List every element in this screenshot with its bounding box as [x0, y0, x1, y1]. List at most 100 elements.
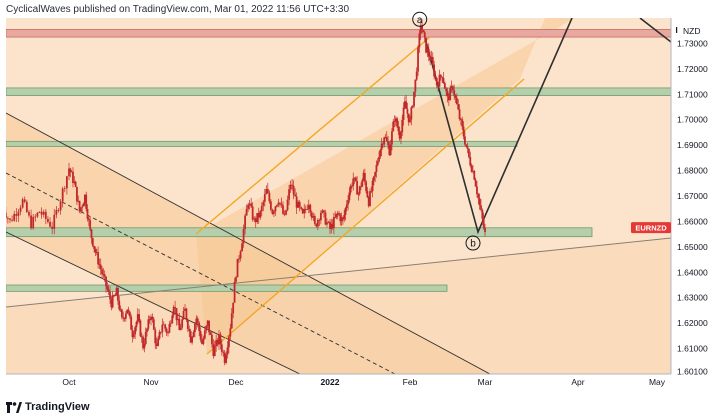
candle-body [274, 206, 277, 212]
candle-body [126, 309, 129, 314]
candle-body [233, 281, 236, 303]
candle-body [409, 119, 411, 123]
x-tick-label: Oct [62, 377, 76, 387]
candle-body [136, 314, 139, 322]
candle-body [401, 119, 404, 133]
candle-body [148, 319, 151, 321]
candle-body [201, 339, 203, 344]
candle-body [421, 25, 423, 31]
candle-body [288, 189, 290, 200]
candle-body [417, 47, 419, 72]
candle-body [174, 306, 176, 309]
candle-body [55, 210, 58, 215]
candle-body [25, 201, 28, 213]
descending-channel-midline [6, 172, 396, 374]
candle-body [369, 191, 371, 206]
candle-body [178, 318, 181, 331]
axis-currency-label: NZD [683, 26, 700, 36]
candle-body [144, 332, 147, 344]
candle-body [132, 334, 135, 338]
candle-body [410, 107, 413, 120]
candle-body [95, 252, 98, 253]
candle-body [155, 343, 158, 346]
candle-body [394, 118, 397, 122]
candle-body [472, 170, 474, 172]
candle-body [28, 212, 30, 216]
candle-body [445, 88, 448, 92]
x-tick-label: Mar [478, 377, 493, 387]
candle-body [437, 85, 440, 87]
candle-body [182, 310, 185, 320]
candle-body [403, 101, 406, 108]
candle-body [449, 88, 452, 101]
candle-body [230, 313, 233, 329]
candle-body [312, 216, 315, 218]
publisher-text: CyclicalWaves published on TradingView.c… [6, 4, 350, 15]
candle-body [209, 332, 212, 335]
candle-body [480, 205, 482, 210]
candle-body [392, 121, 395, 132]
candle-body [309, 204, 312, 213]
candle-body [382, 143, 384, 145]
candle-body [253, 218, 256, 220]
candle-body [168, 324, 171, 333]
candle-body [44, 211, 47, 219]
wave-label-circle-b [465, 235, 481, 251]
candle-body [343, 215, 346, 220]
candle-body [86, 208, 89, 219]
candle-body [318, 219, 321, 221]
candle-body [387, 141, 389, 146]
candle-body [393, 121, 396, 123]
publisher-header: CyclicalWaves published on TradingView.c… [0, 0, 720, 20]
candle-body [435, 77, 438, 86]
candle-body [189, 331, 192, 343]
candle-body [441, 76, 444, 78]
candle-body [47, 218, 49, 222]
candle-body [419, 25, 422, 34]
symbol-tag [631, 222, 671, 234]
candle-body [251, 206, 254, 220]
candle-body [97, 252, 99, 265]
candle-body [365, 181, 368, 192]
y-tick-label: 1.70000 [677, 115, 708, 125]
candle-body [478, 198, 481, 206]
candle-body [78, 200, 81, 212]
candle-body [470, 165, 473, 172]
y-tick-label: 1.65000 [677, 242, 708, 252]
candle-body [98, 264, 101, 266]
footer-bar: TradingView [0, 396, 720, 419]
wave-label-circle-a [412, 11, 428, 27]
candle-body [244, 215, 246, 230]
candle-body [289, 184, 292, 190]
candle-body [307, 204, 310, 210]
horizontal-zone-resistance-red [6, 29, 671, 38]
candle-body [468, 148, 470, 157]
candle-body [459, 118, 462, 120]
candle-body [453, 90, 456, 96]
candle-body [135, 321, 138, 328]
candle-body [186, 320, 189, 329]
candle-body [465, 144, 468, 147]
descending-channel-upper-line [6, 112, 491, 374]
candle-body [57, 210, 60, 211]
candle-body [423, 32, 426, 38]
candle-body [121, 309, 123, 318]
candle-body [93, 246, 96, 249]
candle-body [248, 203, 251, 205]
candle-body [370, 191, 373, 192]
candle-body [68, 168, 70, 177]
candle-body [215, 340, 218, 346]
candle-body [160, 331, 162, 333]
candle-body [196, 318, 199, 323]
candle-body [34, 216, 37, 218]
candle-body [464, 136, 466, 145]
candle-body [297, 201, 300, 208]
candle-body [77, 200, 80, 202]
candle-body [357, 193, 360, 195]
candle-body [379, 149, 382, 157]
candle-body [49, 221, 51, 227]
candle-body [321, 210, 324, 213]
candle-body [119, 309, 122, 311]
candle-body [431, 56, 434, 65]
